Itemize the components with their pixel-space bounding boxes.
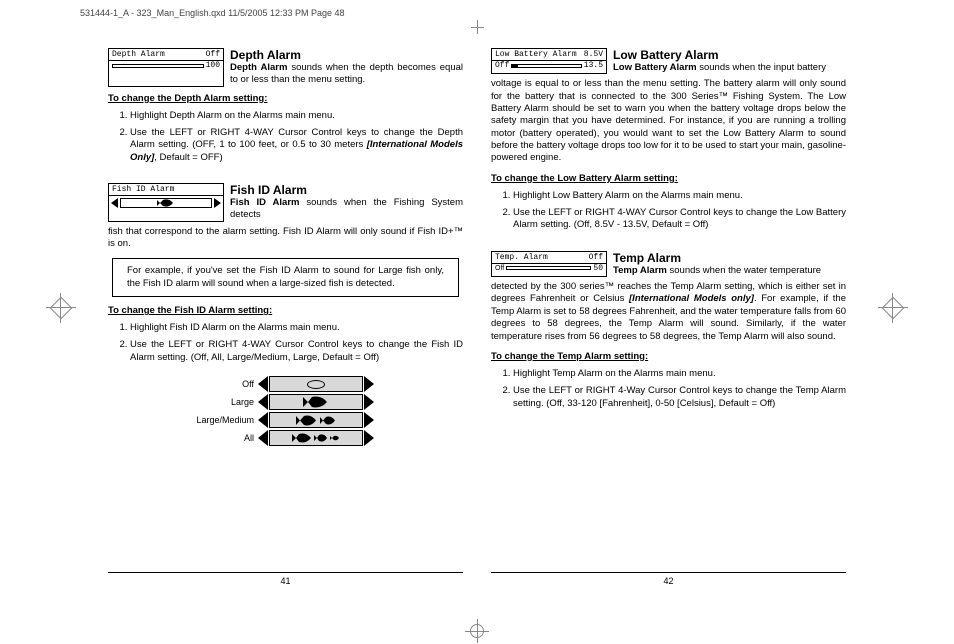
page-number: 42 [491, 576, 846, 586]
footer-rule [491, 572, 846, 573]
temp-menu-icon: Temp. Alarm Off Off 50 [491, 251, 607, 277]
crop-mark-right [882, 297, 904, 319]
bold-lead: Low Battery Alarm [613, 62, 697, 73]
list-item: Use the LEFT or RIGHT 4-WAY Cursor Contr… [130, 127, 463, 164]
menu-title: Temp. Alarm [495, 253, 548, 262]
bar-left: Off [495, 61, 509, 70]
menu-value: Off [206, 50, 220, 59]
list-item: Highlight Low Battery Alarm on the Alarm… [513, 190, 846, 202]
fishid-heading: Fish ID Alarm [230, 183, 463, 197]
left-arrow-icon [111, 198, 118, 208]
bold-lead: Temp Alarm [613, 265, 667, 276]
list-item: Highlight Depth Alarm on the Alarms main… [130, 110, 463, 122]
crop-mark-top [477, 20, 478, 34]
list-item: Use the LEFT or RIGHT 4-WAY Cursor Contr… [513, 207, 846, 232]
temp-howto-head: To change the Temp Alarm setting: [491, 351, 846, 362]
left-page: Depth Alarm Off 100 Depth Alarm Depth Al… [108, 48, 463, 589]
fishid-howto-head: To change the Fish ID Alarm setting: [108, 305, 463, 316]
right-arrow-icon [364, 394, 374, 410]
fish-options-graphic: Off Large Large/Medium All [168, 376, 463, 446]
depth-howto-head: To change the Depth Alarm setting: [108, 93, 463, 104]
menu-title: Low Battery Alarm [495, 50, 577, 59]
crop-mark-left [50, 297, 72, 319]
fish-icon [157, 199, 175, 207]
fishid-body: fish that correspond to the alarm settin… [108, 226, 463, 251]
list-item: Use the LEFT or RIGHT 4-Way Cursor Contr… [513, 385, 846, 410]
fish-small-icon [330, 435, 340, 441]
bold-lead: Depth Alarm [230, 62, 287, 73]
battery-menu-icon: Low Battery Alarm 8.5V Off 13.5 [491, 48, 607, 74]
battery-howto-head: To change the Low Battery Alarm setting: [491, 173, 846, 184]
page-header-line: 531444-1_A - 323_Man_English.qxd 11/5/20… [80, 8, 345, 18]
page-number: 41 [108, 576, 463, 586]
fish-large-icon [292, 433, 312, 443]
battery-body: voltage is equal to or less than the men… [491, 78, 846, 164]
depth-alarm-menu-icon: Depth Alarm Off 100 [108, 48, 224, 87]
bold-lead: Fish ID Alarm [230, 197, 299, 208]
bar-right: 50 [593, 264, 603, 273]
left-arrow-icon [258, 394, 268, 410]
opt-label: Large [168, 398, 254, 407]
menu-value: 8.5V [584, 50, 603, 59]
battery-heading: Low Battery Alarm [613, 48, 826, 62]
list-item: Highlight Temp Alarm on the Alarms main … [513, 368, 846, 380]
list-item: Use the LEFT or RIGHT 4-WAY Cursor Contr… [130, 339, 463, 364]
opt-label: Large/Medium [168, 416, 254, 425]
list-item: Highlight Fish ID Alarm on the Alarms ma… [130, 322, 463, 334]
fish-large-icon [303, 396, 329, 408]
opt-label: Off [168, 380, 254, 389]
left-arrow-icon [258, 412, 268, 428]
right-arrow-icon [364, 376, 374, 392]
right-arrow-icon [364, 412, 374, 428]
crop-mark-bottom [470, 624, 484, 638]
menu-title: Fish ID Alarm [112, 185, 174, 194]
menu-title: Depth Alarm [112, 50, 165, 59]
footer-rule [108, 572, 463, 573]
menu-value: Off [589, 253, 603, 262]
bar-max: 100 [206, 61, 220, 70]
opt-label: All [168, 434, 254, 443]
right-arrow-icon [214, 198, 221, 208]
right-arrow-icon [364, 430, 374, 446]
fish-large-icon [296, 415, 318, 426]
left-arrow-icon [258, 376, 268, 392]
depth-heading: Depth Alarm [230, 48, 463, 62]
right-page: Low Battery Alarm 8.5V Off 13.5 Low Batt… [491, 48, 846, 589]
oval-icon [307, 380, 325, 389]
fish-med-icon [320, 416, 336, 425]
example-box: For example, if you've set the Fish ID A… [112, 258, 459, 297]
temp-body: detected by the 300 series™ reaches the … [491, 281, 846, 343]
fish-med-icon [314, 434, 328, 442]
bar-right: 13.5 [584, 61, 603, 70]
fishid-menu-icon: Fish ID Alarm [108, 183, 224, 222]
left-arrow-icon [258, 430, 268, 446]
temp-heading: Temp Alarm [613, 251, 821, 265]
